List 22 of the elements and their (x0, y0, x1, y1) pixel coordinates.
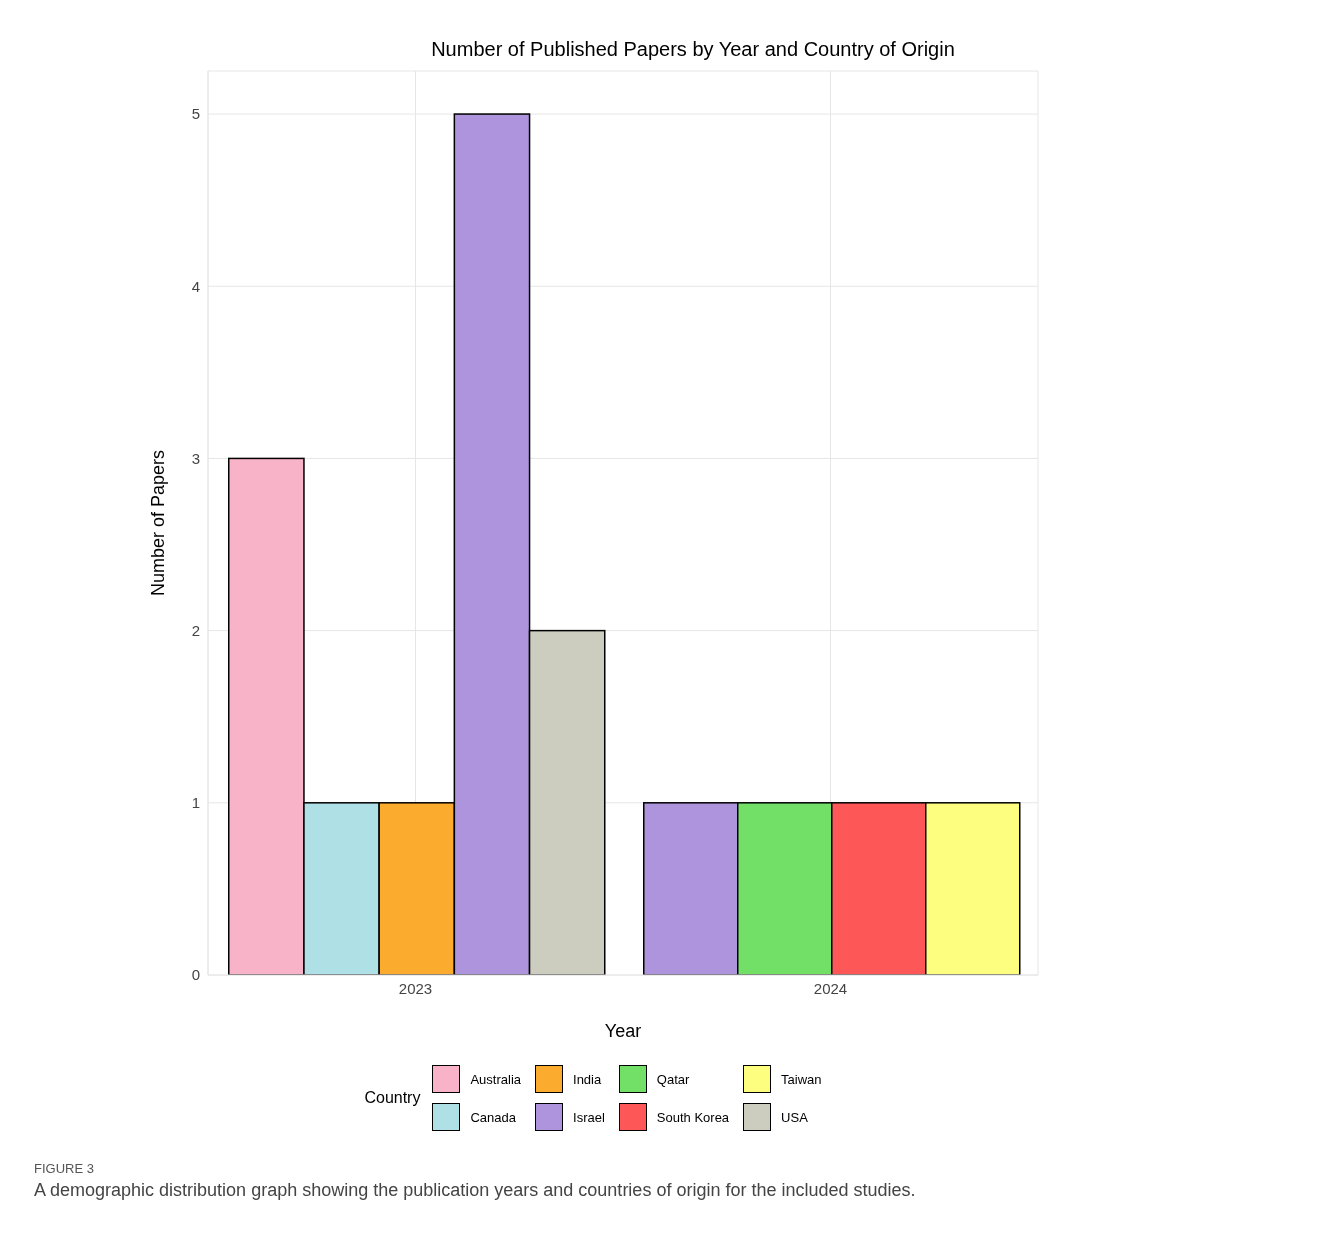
y-tick-label: 3 (191, 449, 200, 467)
y-tick-label: 2 (191, 621, 200, 639)
x-tick-label: 2024 (813, 979, 848, 997)
legend-label: Taiwan (781, 1071, 822, 1087)
legend-label: India (573, 1071, 602, 1087)
x-tick-label: 2023 (398, 979, 433, 997)
legend-label: USA (781, 1109, 808, 1125)
legend-title: Country (364, 1089, 421, 1107)
legend-label: Australia (470, 1071, 522, 1087)
y-tick-label: 5 (191, 105, 200, 123)
chart-title: Number of Published Papers by Year and Country of Origin (430, 38, 956, 61)
caption: FIGURE 3 (34, 1161, 95, 1176)
text: A demographic distribution graph showing the publication years and countries of origin for the included studies. (34, 1180, 917, 1201)
y-tick-label: 4 (191, 277, 200, 295)
legend-label: Israel (573, 1109, 605, 1125)
y-tick-label: 1 (191, 794, 200, 812)
legend-label: Qatar (656, 1071, 690, 1087)
x-axis-title: Year (604, 1021, 642, 1041)
y-axis-title: Number of Papers (148, 449, 169, 597)
y-tick-label: 0 (191, 966, 200, 984)
legend-label: South Korea (656, 1109, 730, 1125)
legend-label: Canada (470, 1109, 516, 1125)
